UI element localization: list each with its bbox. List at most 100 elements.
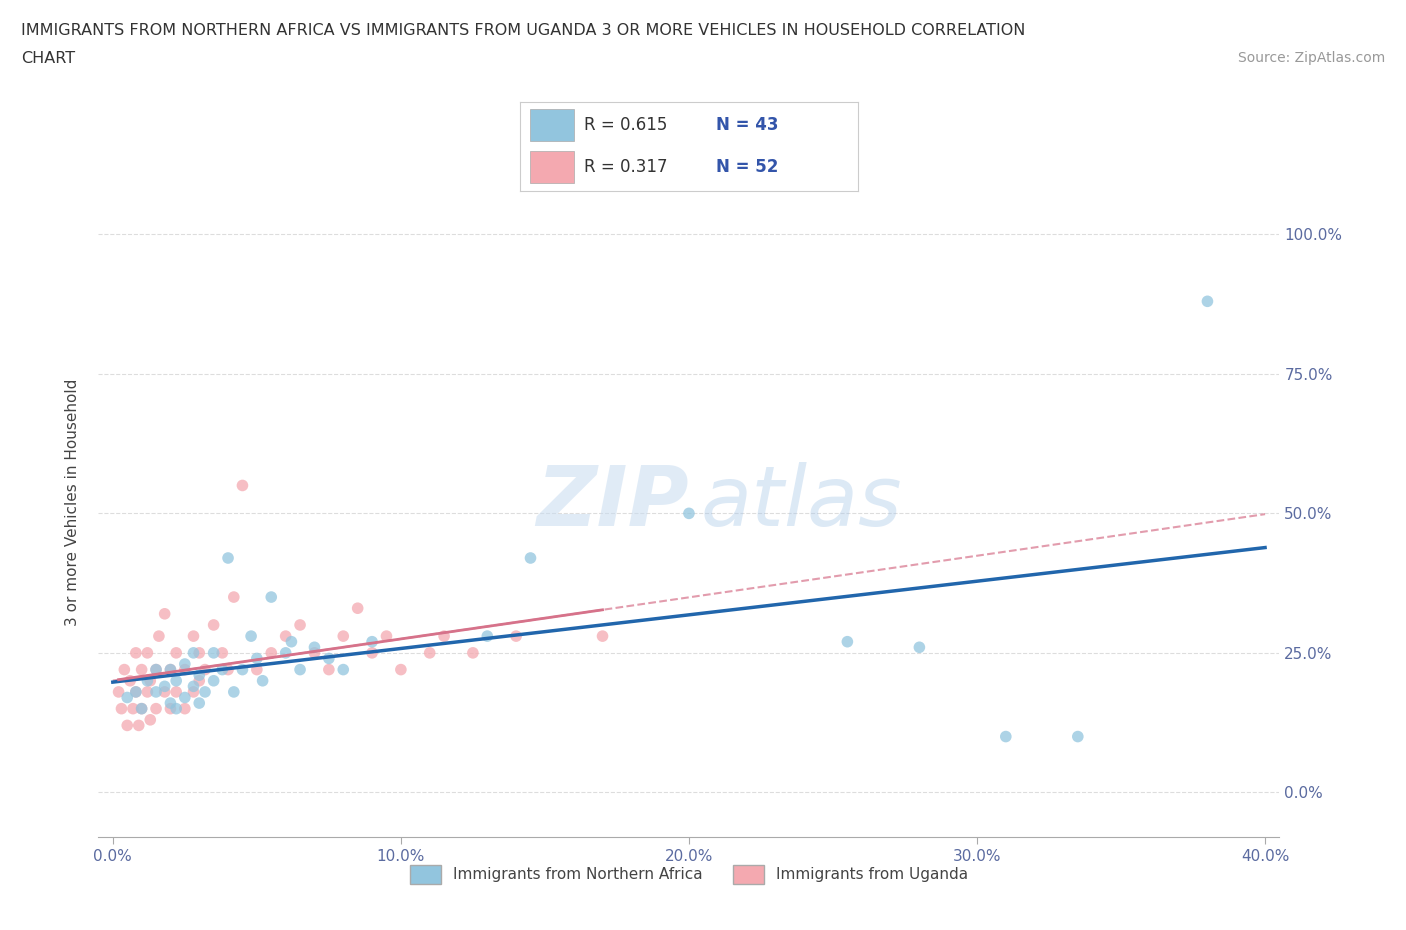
Point	[346, 601, 368, 616]
Point	[260, 590, 283, 604]
Point	[131, 662, 153, 677]
Point	[318, 651, 340, 666]
Point	[246, 662, 269, 677]
Point	[332, 662, 354, 677]
Point	[112, 662, 135, 677]
Point	[217, 662, 239, 677]
Point	[252, 673, 274, 688]
FancyBboxPatch shape	[530, 110, 574, 141]
Point	[222, 684, 245, 699]
Point	[136, 645, 159, 660]
Point	[173, 657, 195, 671]
Point	[128, 718, 150, 733]
Point	[159, 662, 181, 677]
Text: ZIP: ZIP	[536, 461, 689, 543]
Point	[173, 662, 195, 677]
Point	[183, 645, 205, 660]
Legend: Immigrants from Northern Africa, Immigrants from Uganda: Immigrants from Northern Africa, Immigra…	[404, 858, 974, 890]
Point	[194, 662, 217, 677]
FancyBboxPatch shape	[530, 151, 574, 182]
Point	[115, 718, 138, 733]
Point	[288, 618, 311, 632]
Point	[477, 629, 499, 644]
Point	[183, 684, 205, 699]
Point	[419, 645, 441, 660]
Point	[136, 673, 159, 688]
Point	[519, 551, 541, 565]
Point	[159, 701, 181, 716]
Point	[153, 684, 176, 699]
Point	[375, 629, 398, 644]
Point	[288, 662, 311, 677]
Point	[678, 506, 700, 521]
Point	[153, 606, 176, 621]
Point	[461, 645, 484, 660]
Point	[304, 645, 326, 660]
Point	[304, 640, 326, 655]
Point	[145, 684, 167, 699]
Point	[115, 690, 138, 705]
Point	[153, 679, 176, 694]
Point	[188, 668, 211, 683]
Point	[165, 701, 187, 716]
Text: R = 0.317: R = 0.317	[585, 158, 668, 176]
Point	[110, 701, 132, 716]
Point	[183, 629, 205, 644]
Point	[280, 634, 302, 649]
Point	[131, 701, 153, 716]
Point	[202, 673, 225, 688]
Point	[211, 662, 233, 677]
Point	[1067, 729, 1090, 744]
Point	[389, 662, 412, 677]
Point	[908, 640, 931, 655]
Point	[173, 701, 195, 716]
Point	[217, 551, 239, 565]
Point	[148, 629, 170, 644]
Text: R = 0.615: R = 0.615	[585, 116, 668, 134]
Point	[173, 690, 195, 705]
Point	[188, 645, 211, 660]
Point	[107, 684, 129, 699]
Point	[145, 662, 167, 677]
Point	[231, 478, 253, 493]
Text: N = 43: N = 43	[716, 116, 779, 134]
Point	[1197, 294, 1219, 309]
Point	[188, 673, 211, 688]
Point	[274, 645, 297, 660]
Point	[145, 701, 167, 716]
Text: N = 52: N = 52	[716, 158, 779, 176]
Point	[159, 662, 181, 677]
Point	[183, 679, 205, 694]
Point	[165, 645, 187, 660]
Point	[136, 684, 159, 699]
Point	[122, 701, 145, 716]
Point	[592, 629, 614, 644]
Point	[159, 696, 181, 711]
Point	[505, 629, 527, 644]
Point	[202, 618, 225, 632]
Text: CHART: CHART	[21, 51, 75, 66]
Point	[202, 645, 225, 660]
Point	[246, 651, 269, 666]
Point	[994, 729, 1017, 744]
Point	[145, 662, 167, 677]
Y-axis label: 3 or more Vehicles in Household: 3 or more Vehicles in Household	[65, 379, 80, 626]
Point	[125, 684, 148, 699]
Point	[165, 673, 187, 688]
Point	[361, 645, 384, 660]
Point	[837, 634, 859, 649]
Point	[120, 673, 142, 688]
Point	[222, 590, 245, 604]
Point	[188, 696, 211, 711]
Point	[211, 645, 233, 660]
Point	[361, 634, 384, 649]
Point	[318, 662, 340, 677]
Point	[240, 629, 263, 644]
Point	[194, 684, 217, 699]
Text: atlas: atlas	[700, 461, 903, 543]
Text: Source: ZipAtlas.com: Source: ZipAtlas.com	[1237, 51, 1385, 65]
Point	[125, 645, 148, 660]
Point	[332, 629, 354, 644]
Text: IMMIGRANTS FROM NORTHERN AFRICA VS IMMIGRANTS FROM UGANDA 3 OR MORE VEHICLES IN : IMMIGRANTS FROM NORTHERN AFRICA VS IMMIG…	[21, 23, 1025, 38]
Point	[433, 629, 456, 644]
